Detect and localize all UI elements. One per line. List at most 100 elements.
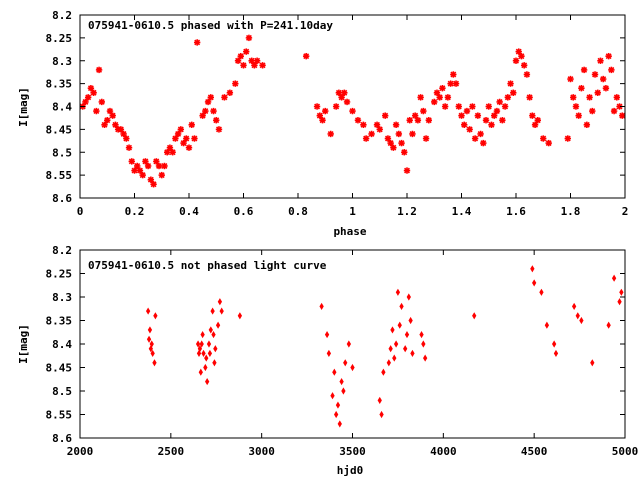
data-point	[403, 167, 411, 174]
data-point	[611, 274, 617, 282]
data-point	[408, 316, 413, 325]
data-point	[401, 149, 408, 156]
y-tick-label: 8.2	[52, 244, 72, 257]
data-point	[199, 112, 206, 119]
data-point	[134, 162, 141, 170]
data-point	[390, 326, 395, 334]
data-point	[117, 126, 125, 133]
data-point	[579, 316, 584, 325]
data-point	[142, 158, 149, 165]
data-point	[414, 117, 422, 124]
data-point	[450, 71, 457, 78]
data-point	[343, 359, 348, 367]
x-tick-label: 4000	[430, 445, 457, 458]
data-point	[215, 126, 223, 133]
x-axis-label-phased: phase	[333, 225, 366, 238]
data-point	[196, 349, 202, 357]
data-point	[123, 135, 130, 142]
y-axis-label-unphased: I[mag]	[17, 324, 30, 364]
data-point	[507, 80, 514, 87]
data-point	[600, 75, 607, 83]
data-point	[488, 121, 495, 128]
data-point	[544, 321, 550, 329]
x-axis-label-unphased: hjd0	[337, 464, 364, 477]
data-point	[477, 130, 484, 138]
data-point	[337, 420, 342, 428]
y-tick-label: 8.25	[46, 32, 73, 45]
x-tick-label: 1	[349, 205, 356, 218]
data-point	[403, 345, 408, 353]
data-point	[393, 340, 399, 348]
data-point	[395, 130, 403, 138]
data-point	[381, 368, 386, 376]
data-point	[458, 112, 465, 119]
y-axis-label-phased: I[mag]	[17, 87, 30, 127]
data-point	[410, 349, 415, 357]
data-point	[185, 144, 193, 151]
data-point	[213, 345, 218, 353]
y-tick-label: 8.4	[52, 101, 72, 114]
data-point	[147, 326, 153, 334]
data-point	[619, 288, 624, 296]
data-point	[515, 48, 522, 55]
data-point	[439, 85, 446, 92]
data-point	[326, 349, 332, 357]
data-point	[158, 171, 165, 179]
data-point	[447, 80, 454, 87]
data-point	[95, 66, 103, 74]
y-tick-label: 8.35	[46, 315, 73, 328]
axes-unphased: 2000 2500 3000 3500 4000 4500 5000 8.28.258.38…	[46, 244, 639, 458]
data-point	[120, 130, 127, 138]
data-point	[84, 94, 92, 101]
data-point	[335, 89, 343, 96]
data-point	[399, 302, 404, 310]
data-point	[404, 331, 410, 339]
chart-title-unphased: 075941-0610.5 not phased light curve	[88, 259, 327, 272]
data-point	[360, 121, 367, 128]
data-point	[131, 167, 138, 174]
data-point	[545, 139, 552, 147]
data-point	[423, 354, 428, 362]
data-point	[199, 340, 204, 348]
data-point	[349, 107, 356, 115]
data-point	[195, 340, 201, 348]
data-point	[259, 62, 266, 69]
x-tick-label: 1.8	[561, 205, 581, 218]
data-point	[93, 107, 100, 115]
data-point	[387, 139, 394, 147]
data-point	[605, 52, 612, 60]
data-point	[392, 121, 400, 128]
y-tick-label: 8.55	[46, 409, 73, 422]
data-point	[302, 52, 310, 60]
data-point	[580, 66, 588, 74]
data-point	[155, 162, 163, 170]
data-point	[149, 340, 154, 348]
data-point	[376, 126, 383, 133]
data-point	[339, 378, 344, 386]
y-tick-label: 8.45	[46, 123, 73, 136]
data-point	[397, 321, 402, 329]
data-point	[327, 130, 334, 138]
data-point	[594, 89, 601, 96]
data-point	[98, 98, 105, 106]
data-point	[145, 307, 151, 315]
data-point	[382, 112, 389, 119]
data-point	[207, 349, 213, 357]
data-point	[422, 135, 430, 142]
data-point	[316, 112, 323, 119]
data-point	[392, 354, 397, 362]
data-point	[616, 103, 623, 110]
data-point	[240, 62, 247, 69]
data-point	[368, 130, 375, 138]
data-point	[191, 135, 198, 142]
data-point	[567, 75, 574, 83]
data-point	[606, 321, 611, 329]
y-tick-label: 8.5	[52, 385, 72, 398]
data-point	[207, 94, 214, 101]
data-point	[480, 139, 487, 147]
data-point	[539, 288, 544, 296]
data-point	[388, 345, 393, 353]
data-point	[338, 94, 345, 101]
data-point	[534, 117, 541, 124]
data-point	[253, 57, 261, 64]
